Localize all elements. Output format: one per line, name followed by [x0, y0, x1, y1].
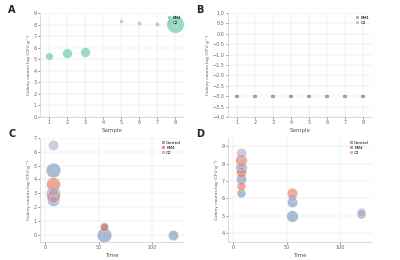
Y-axis label: Colony counts log (CFU g⁻¹): Colony counts log (CFU g⁻¹) — [206, 35, 210, 95]
Point — [288, 94, 294, 98]
Point — [270, 94, 276, 98]
Point — [252, 94, 258, 98]
Text: C: C — [8, 129, 16, 139]
X-axis label: Time: Time — [105, 253, 119, 258]
Point — [252, 94, 258, 98]
Point — [306, 94, 312, 98]
Text: D: D — [196, 129, 204, 139]
Point — [154, 22, 160, 26]
Legend: Control, EM4, C2: Control, EM4, C2 — [349, 140, 370, 156]
Text: B: B — [196, 5, 204, 15]
Point — [101, 225, 107, 229]
Point — [170, 233, 176, 237]
Point — [324, 94, 330, 98]
Legend: Control, EM4, C2: Control, EM4, C2 — [161, 140, 182, 156]
Point — [324, 94, 330, 98]
Point — [306, 94, 312, 98]
Point — [238, 164, 244, 168]
Point — [342, 94, 348, 98]
Point — [360, 94, 366, 98]
Legend: EM4, C2: EM4, C2 — [167, 15, 182, 26]
Point — [358, 212, 364, 216]
Point — [101, 224, 107, 228]
Point — [342, 94, 348, 98]
Point — [238, 151, 244, 155]
Point — [238, 184, 244, 188]
Point — [172, 22, 178, 26]
Point — [82, 50, 88, 54]
Point — [288, 94, 294, 98]
Point — [289, 200, 295, 204]
Point — [238, 177, 244, 181]
Point — [358, 210, 364, 214]
Point — [234, 94, 240, 98]
Point — [136, 21, 142, 25]
Point — [50, 190, 56, 194]
Point — [289, 195, 295, 199]
X-axis label: Sample: Sample — [102, 128, 122, 133]
Point — [238, 158, 244, 162]
Point — [50, 168, 56, 172]
Point — [50, 197, 56, 201]
Text: A: A — [8, 5, 16, 15]
Point — [46, 54, 52, 58]
Point — [234, 94, 240, 98]
Y-axis label: Colony counts log (CFU g⁻¹): Colony counts log (CFU g⁻¹) — [215, 160, 219, 220]
Point — [50, 181, 56, 186]
Point — [172, 22, 178, 26]
Point — [50, 194, 56, 198]
Point — [118, 19, 124, 23]
Y-axis label: Colony counts log (CFU g⁻¹): Colony counts log (CFU g⁻¹) — [27, 160, 31, 220]
Point — [238, 165, 244, 169]
Point — [50, 198, 56, 202]
Y-axis label: Colony counts log (CFU g⁻¹): Colony counts log (CFU g⁻¹) — [27, 35, 31, 95]
Legend: EM4, C2: EM4, C2 — [355, 15, 370, 26]
Point — [270, 94, 276, 98]
Point — [50, 143, 56, 147]
Point — [64, 51, 70, 56]
Point — [289, 191, 295, 195]
Point — [101, 233, 107, 237]
Point — [238, 191, 244, 195]
X-axis label: Sample: Sample — [290, 128, 310, 133]
Point — [238, 170, 244, 174]
Point — [360, 94, 366, 98]
Point — [289, 214, 295, 218]
Point — [50, 191, 56, 195]
X-axis label: Time: Time — [293, 253, 307, 258]
